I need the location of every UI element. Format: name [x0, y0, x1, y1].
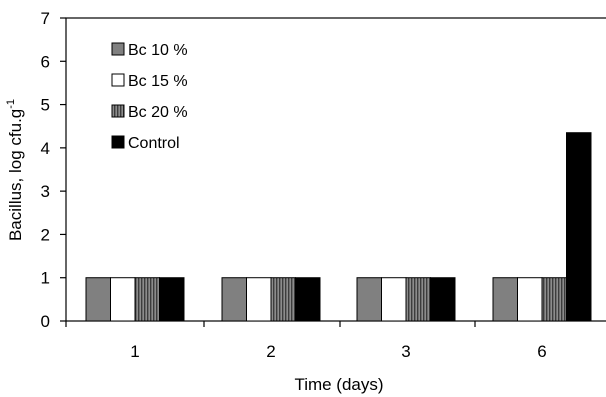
legend-swatch: [111, 104, 125, 118]
y-tick-label: 7: [41, 9, 50, 28]
bar-bc-15-day-1: [110, 277, 136, 322]
bar-control-day-6: [566, 132, 592, 322]
x-axis: 1 2 3 6: [65, 321, 547, 361]
legend-label: Bc 20 %: [128, 104, 188, 121]
y-axis: 0 1 2 3 4 5 6 7: [41, 9, 66, 331]
y-axis-title-superscript: -1: [5, 99, 17, 109]
x-tick-label: 1: [130, 342, 139, 361]
legend: Bc 10 % Bc 15 % Bc 20 % Control: [111, 42, 188, 152]
y-tick-label: 6: [41, 52, 50, 71]
y-tick-label: 5: [41, 96, 50, 115]
bar-control-day-1: [159, 277, 185, 322]
legend-swatch: [111, 42, 125, 56]
bar-bc-20-day-3: [405, 277, 431, 322]
plot-area: [65, 17, 606, 322]
bars: [85, 132, 592, 322]
x-tick-label: 2: [266, 342, 275, 361]
y-axis-title: Bacillus, log cfu.g-1: [5, 99, 25, 241]
bar-control-day-3: [430, 277, 456, 322]
bar-bc-15-day-3: [381, 277, 407, 322]
y-tick-label: 2: [41, 225, 50, 244]
legend-swatch: [111, 73, 125, 87]
bar-bc-10-day-6: [492, 277, 518, 322]
legend-label: Bc 10 %: [128, 42, 188, 59]
x-axis-title: Time (days): [294, 375, 383, 394]
bar-bc-20-day-2: [270, 277, 296, 322]
y-tick-label: 4: [41, 139, 50, 158]
bar-bc-20-day-1: [134, 277, 160, 322]
bar-bc-10-day-2: [221, 277, 247, 322]
bar-bc-20-day-6: [541, 277, 567, 322]
y-tick-label: 0: [41, 312, 50, 331]
legend-swatch: [111, 135, 125, 149]
bar-bc-10-day-3: [356, 277, 382, 322]
bar-bc-15-day-2: [246, 277, 272, 322]
x-tick-label: 6: [537, 342, 546, 361]
bar-control-day-2: [295, 277, 321, 322]
x-tick-label: 3: [401, 342, 410, 361]
y-axis-title-main: Bacillus, log cfu.g: [6, 109, 25, 241]
y-tick-label: 1: [41, 269, 50, 288]
legend-label: Control: [128, 135, 180, 152]
y-tick-label: 3: [41, 182, 50, 201]
bar-bc-15-day-6: [517, 277, 543, 322]
bar-bc-10-day-1: [85, 277, 111, 322]
legend-label: Bc 15 %: [128, 73, 188, 90]
